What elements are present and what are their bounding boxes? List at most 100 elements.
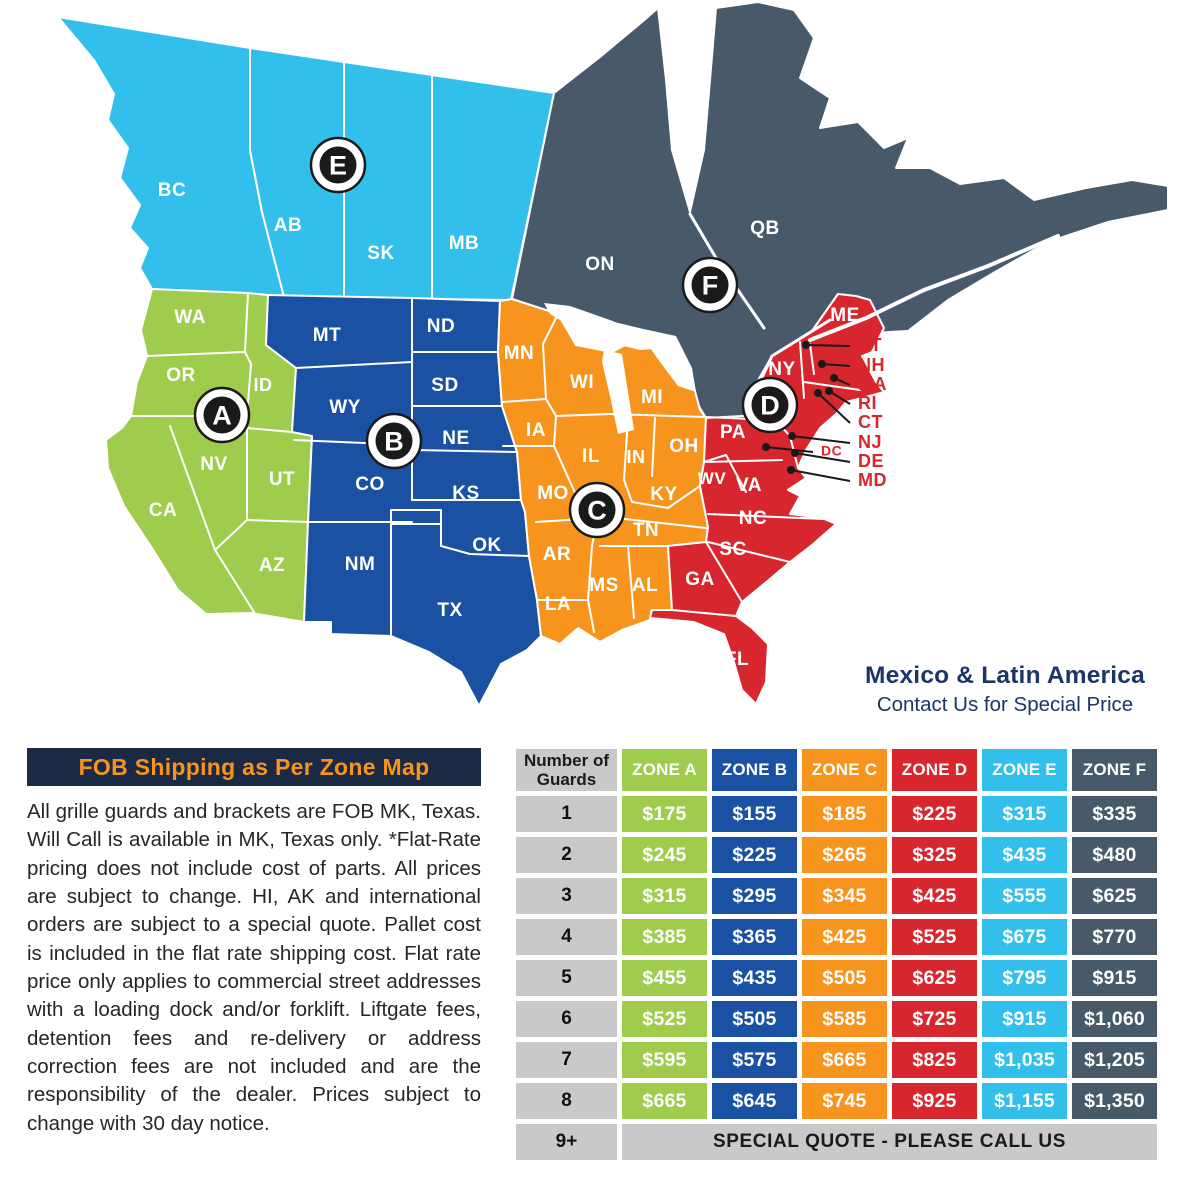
callout-line-dc [765, 446, 814, 453]
price-cell-zone-c: $665 [802, 1042, 887, 1078]
zone-marker-c: C [568, 481, 626, 539]
great-lakes [544, 303, 696, 434]
guards-count: 2 [516, 837, 617, 873]
callout-label-dc: DC [821, 443, 842, 459]
state-label-ga: GA [685, 569, 715, 590]
callout-dot-nj [788, 432, 796, 440]
state-label-ky: KY [650, 484, 677, 505]
state-label-ca: CA [149, 500, 177, 521]
price-row-2: 2 $245 $225 $265 $325 $435 $480 [516, 837, 1157, 873]
table-header-zone-b: ZONE B [712, 749, 797, 791]
state-label-ia: IA [526, 420, 546, 441]
price-cell-zone-c: $505 [802, 960, 887, 996]
price-cell-zone-e: $1,155 [982, 1083, 1067, 1119]
price-cell-zone-d: $925 [892, 1083, 977, 1119]
price-cell-zone-e: $915 [982, 1001, 1067, 1037]
state-label-mt: MT [313, 325, 341, 346]
mexico-note: Mexico & Latin America Contact Us for Sp… [848, 662, 1162, 717]
price-cell-zone-f: $1,060 [1072, 1001, 1157, 1037]
state-label-il: IL [582, 446, 600, 467]
price-row-3: 3 $315 $295 $345 $425 $555 $625 [516, 878, 1157, 914]
callout-line-md [790, 469, 851, 482]
state-label-pa: PA [720, 422, 746, 443]
svg-text:B: B [384, 427, 404, 457]
table-header-zone-c: ZONE C [802, 749, 887, 791]
price-cell-zone-d: $825 [892, 1042, 977, 1078]
price-cell-zone-e: $795 [982, 960, 1067, 996]
callout-dot-vt [802, 341, 810, 349]
callout-label-nh: NH [858, 355, 885, 375]
callout-dot-dc [762, 443, 770, 451]
price-cell-zone-e: $435 [982, 837, 1067, 873]
state-label-in: IN [627, 447, 646, 467]
price-cell-zone-a: $525 [622, 1001, 707, 1037]
callout-dot-md [787, 466, 795, 474]
callout-label-vt: VT [858, 335, 882, 355]
price-cell-zone-f: $770 [1072, 919, 1157, 955]
price-cell-zone-d: $425 [892, 878, 977, 914]
ny-border-river [756, 318, 832, 388]
svg-text:E: E [329, 151, 347, 181]
state-label-ut: UT [269, 469, 295, 490]
callout-line-ri [828, 390, 851, 405]
guards-count: 3 [516, 878, 617, 914]
state-label-mn: MN [504, 343, 535, 364]
price-cell-zone-a: $455 [622, 960, 707, 996]
price-cell-zone-e: $1,035 [982, 1042, 1067, 1078]
price-cell-zone-c: $265 [802, 837, 887, 873]
zone-marker-b: B [365, 412, 423, 470]
guards-count: 7 [516, 1042, 617, 1078]
state-label-wv: WV [698, 469, 727, 488]
price-cell-zone-d: $525 [892, 919, 977, 955]
price-cell-zone-e: $315 [982, 796, 1067, 832]
state-label-ab: AB [274, 215, 302, 236]
state-label-bc: BC [158, 180, 186, 201]
price-cell-zone-a: $245 [622, 837, 707, 873]
price-cell-zone-d: $225 [892, 796, 977, 832]
price-cell-zone-b: $155 [712, 796, 797, 832]
state-label-ok: OK [472, 535, 502, 556]
price-cell-zone-b: $295 [712, 878, 797, 914]
guards-count: 1 [516, 796, 617, 832]
callout-line-nj [791, 435, 851, 444]
state-label-me: ME [830, 305, 860, 326]
price-cell-zone-f: $480 [1072, 837, 1157, 873]
price-cell-zone-f: $1,350 [1072, 1083, 1157, 1119]
mexico-subtitle: Contact Us for Special Price [876, 693, 1134, 716]
price-cell-zone-c: $185 [802, 796, 887, 832]
state-label-or: OR [166, 365, 196, 386]
price-cell-zone-f: $335 [1072, 796, 1157, 832]
table-header-zone-f: ZONE F [1072, 749, 1157, 791]
state-label-oh: OH [669, 436, 699, 457]
price-cell-zone-b: $575 [712, 1042, 797, 1078]
price-cell-zone-e: $675 [982, 919, 1067, 955]
price-cell-zone-b: $225 [712, 837, 797, 873]
price-table: Number of Guards ZONE A ZONE B ZONE C ZONE D… [511, 744, 1162, 1165]
price-cell-zone-a: $665 [622, 1083, 707, 1119]
zone-marker-e: E [309, 136, 367, 194]
price-cell-zone-a: $175 [622, 796, 707, 832]
price-cell-zone-e: $555 [982, 878, 1067, 914]
zone-marker-a: A [193, 386, 251, 444]
state-label-qb: QB [750, 218, 780, 239]
price-row-6: 6 $525 $505 $585 $725 $915 $1,060 [516, 1001, 1157, 1037]
price-row-5: 5 $455 $435 $505 $625 $795 $915 [516, 960, 1157, 996]
state-label-ms: MS [589, 575, 619, 596]
price-cell-zone-f: $1,205 [1072, 1042, 1157, 1078]
svg-text:F: F [702, 271, 719, 301]
zone-b-state-borders [293, 297, 530, 637]
guards-count: 8 [516, 1083, 617, 1119]
price-row-7: 7 $595 $575 $665 $825 $1,035 $1,205 [516, 1042, 1157, 1078]
price-cell-zone-c: $345 [802, 878, 887, 914]
state-label-mo: MO [537, 483, 569, 504]
callout-label-md: MD [858, 470, 887, 490]
callout-dot-ct [814, 389, 822, 397]
price-row-8: 8 $665 $645 $745 $925 $1,155 $1,350 [516, 1083, 1157, 1119]
table-header-zone-a: ZONE A [622, 749, 707, 791]
svg-text:D: D [760, 391, 780, 421]
shipping-info: FOB Shipping as Per Zone Map All grille … [27, 748, 481, 1138]
state-label-nm: NM [345, 554, 376, 575]
state-label-az: AZ [259, 555, 285, 576]
price-row-1: 1 $175 $155 $185 $225 $315 $335 [516, 796, 1157, 832]
